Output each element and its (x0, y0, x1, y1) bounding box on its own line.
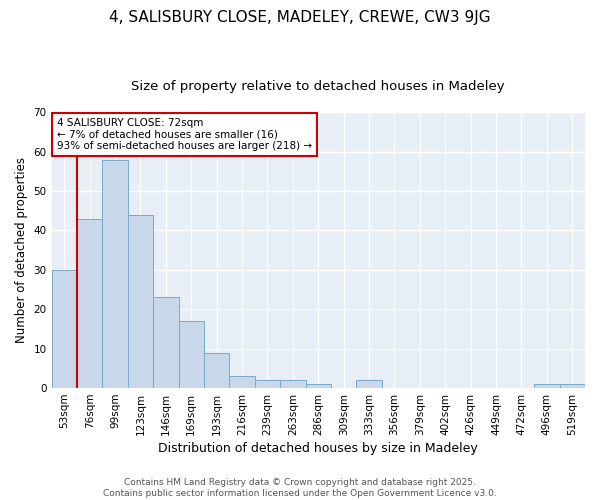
Bar (77, 218, 103, 388)
Bar (204, 352, 229, 388)
Bar (103, 160, 128, 388)
Bar (356, 380, 382, 388)
Text: 4 SALISBURY CLOSE: 72sqm
← 7% of detached houses are smaller (16)
93% of semi-de: 4 SALISBURY CLOSE: 72sqm ← 7% of detache… (57, 118, 312, 151)
Y-axis label: Number of detached properties: Number of detached properties (15, 157, 28, 343)
Bar (229, 376, 255, 388)
Title: Size of property relative to detached houses in Madeley: Size of property relative to detached ho… (131, 80, 505, 93)
Bar (255, 380, 280, 388)
Text: 4, SALISBURY CLOSE, MADELEY, CREWE, CW3 9JG: 4, SALISBURY CLOSE, MADELEY, CREWE, CW3 … (109, 10, 491, 25)
Bar (560, 384, 585, 388)
Bar (128, 214, 153, 388)
Text: Contains HM Land Registry data © Crown copyright and database right 2025.
Contai: Contains HM Land Registry data © Crown c… (103, 478, 497, 498)
Bar (534, 384, 560, 388)
Bar (280, 380, 305, 388)
Bar (305, 384, 331, 388)
Bar (179, 321, 204, 388)
Bar (153, 298, 179, 388)
X-axis label: Distribution of detached houses by size in Madeley: Distribution of detached houses by size … (158, 442, 478, 455)
Bar (52, 270, 77, 388)
